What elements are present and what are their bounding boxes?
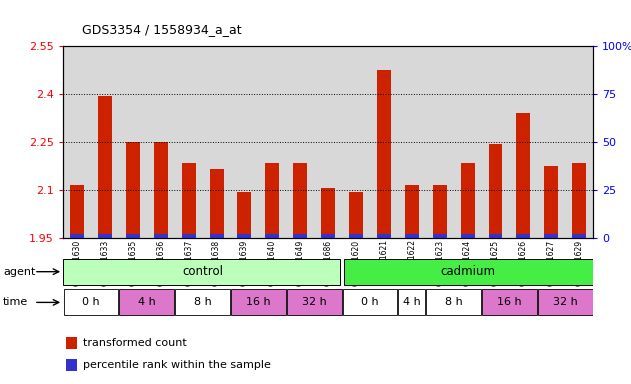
Bar xyxy=(231,290,286,315)
Text: 0 h: 0 h xyxy=(361,297,379,307)
Bar xyxy=(572,234,586,238)
Bar xyxy=(119,290,174,315)
Bar xyxy=(119,46,147,238)
Bar xyxy=(175,290,230,315)
Bar xyxy=(398,46,426,238)
Text: 4 h: 4 h xyxy=(138,297,156,307)
Bar xyxy=(63,46,91,238)
Bar xyxy=(154,234,168,238)
Bar xyxy=(209,234,223,238)
Bar xyxy=(182,234,196,238)
Bar xyxy=(66,337,78,349)
Bar xyxy=(433,185,447,238)
Bar xyxy=(237,192,251,238)
Bar xyxy=(516,234,531,238)
Bar xyxy=(426,46,454,238)
Bar xyxy=(398,290,425,315)
Bar xyxy=(203,46,230,238)
Bar xyxy=(488,144,502,238)
Bar xyxy=(70,185,84,238)
Text: 4 h: 4 h xyxy=(403,297,421,307)
Bar xyxy=(154,142,168,238)
Bar xyxy=(545,166,558,238)
Text: transformed count: transformed count xyxy=(83,338,187,348)
Text: 8 h: 8 h xyxy=(194,297,211,307)
Bar xyxy=(461,163,475,238)
Text: cadmium: cadmium xyxy=(440,265,495,278)
Bar xyxy=(321,234,335,238)
Bar xyxy=(342,46,370,238)
Text: GDS3354 / 1558934_a_at: GDS3354 / 1558934_a_at xyxy=(82,23,242,36)
Bar xyxy=(63,259,341,285)
Bar xyxy=(258,46,286,238)
Bar xyxy=(293,163,307,238)
Bar xyxy=(126,142,140,238)
Text: control: control xyxy=(182,265,223,278)
Bar xyxy=(286,46,314,238)
Text: agent: agent xyxy=(3,266,35,277)
Bar xyxy=(70,234,84,238)
Bar xyxy=(377,70,391,238)
Bar xyxy=(545,234,558,238)
Bar xyxy=(433,234,447,238)
Bar xyxy=(461,234,475,238)
Bar xyxy=(175,46,203,238)
Text: time: time xyxy=(3,297,28,308)
Bar xyxy=(349,234,363,238)
Bar xyxy=(482,290,537,315)
Text: 16 h: 16 h xyxy=(246,297,271,307)
Bar xyxy=(314,46,342,238)
Bar xyxy=(287,290,341,315)
Bar xyxy=(565,46,593,238)
Bar xyxy=(427,290,481,315)
Bar xyxy=(266,163,280,238)
Text: 16 h: 16 h xyxy=(497,297,522,307)
Bar xyxy=(370,46,398,238)
Bar xyxy=(405,234,419,238)
Bar xyxy=(230,46,258,238)
Bar xyxy=(377,234,391,238)
Bar xyxy=(98,234,112,238)
Text: 32 h: 32 h xyxy=(302,297,327,307)
Text: percentile rank within the sample: percentile rank within the sample xyxy=(83,360,271,370)
Bar xyxy=(66,359,78,371)
Bar xyxy=(343,290,398,315)
Bar xyxy=(126,234,140,238)
Bar xyxy=(538,46,565,238)
Text: 8 h: 8 h xyxy=(445,297,463,307)
Bar xyxy=(488,234,502,238)
Text: 0 h: 0 h xyxy=(82,297,100,307)
Bar xyxy=(321,189,335,238)
Bar xyxy=(64,290,119,315)
Bar xyxy=(405,185,419,238)
Bar xyxy=(349,192,363,238)
Bar xyxy=(481,46,509,238)
Bar xyxy=(509,46,538,238)
Bar xyxy=(516,113,531,238)
Bar xyxy=(293,234,307,238)
Bar xyxy=(538,290,593,315)
Bar xyxy=(266,234,280,238)
Bar xyxy=(572,163,586,238)
Bar xyxy=(209,169,223,238)
Bar xyxy=(182,163,196,238)
Text: 32 h: 32 h xyxy=(553,297,577,307)
Bar xyxy=(91,46,119,238)
Bar xyxy=(454,46,481,238)
Bar xyxy=(98,96,112,238)
Bar xyxy=(344,259,593,285)
Bar xyxy=(147,46,175,238)
Bar xyxy=(237,234,251,238)
